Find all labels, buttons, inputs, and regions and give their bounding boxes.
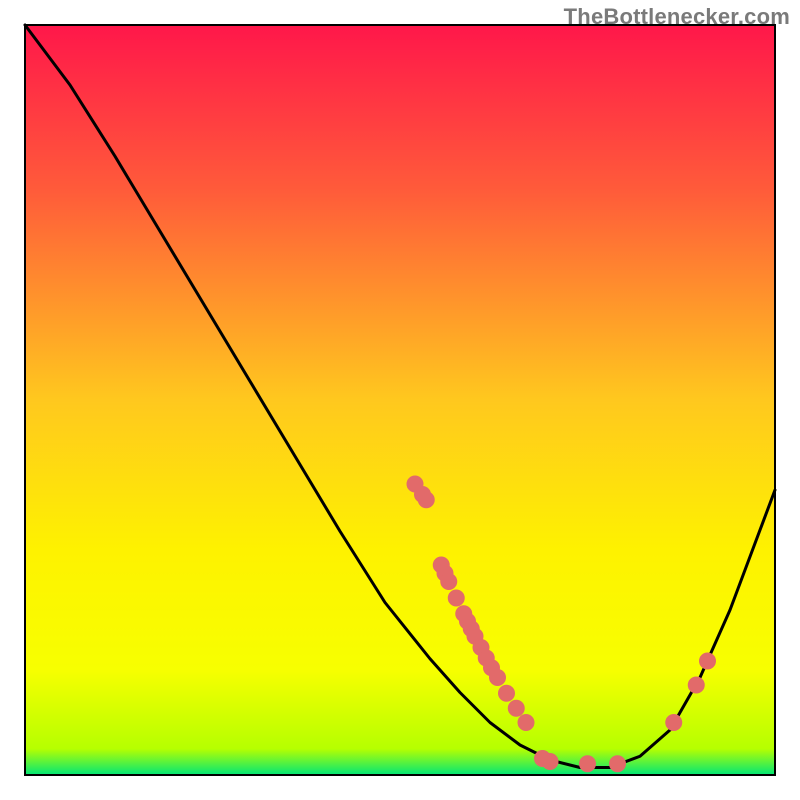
- data-marker: [542, 754, 558, 770]
- data-marker: [418, 492, 434, 508]
- data-marker: [448, 590, 464, 606]
- data-marker: [580, 756, 596, 772]
- data-marker: [508, 700, 524, 716]
- chart-background: [25, 25, 775, 775]
- data-marker: [688, 677, 704, 693]
- data-marker: [490, 670, 506, 686]
- chart-container: { "attribution": { "text": "TheBottlenec…: [0, 0, 800, 800]
- data-marker: [666, 715, 682, 731]
- data-marker: [610, 756, 626, 772]
- data-marker: [700, 653, 716, 669]
- data-marker: [518, 715, 534, 731]
- data-marker: [441, 574, 457, 590]
- bottleneck-chart: [0, 0, 800, 800]
- data-marker: [499, 685, 515, 701]
